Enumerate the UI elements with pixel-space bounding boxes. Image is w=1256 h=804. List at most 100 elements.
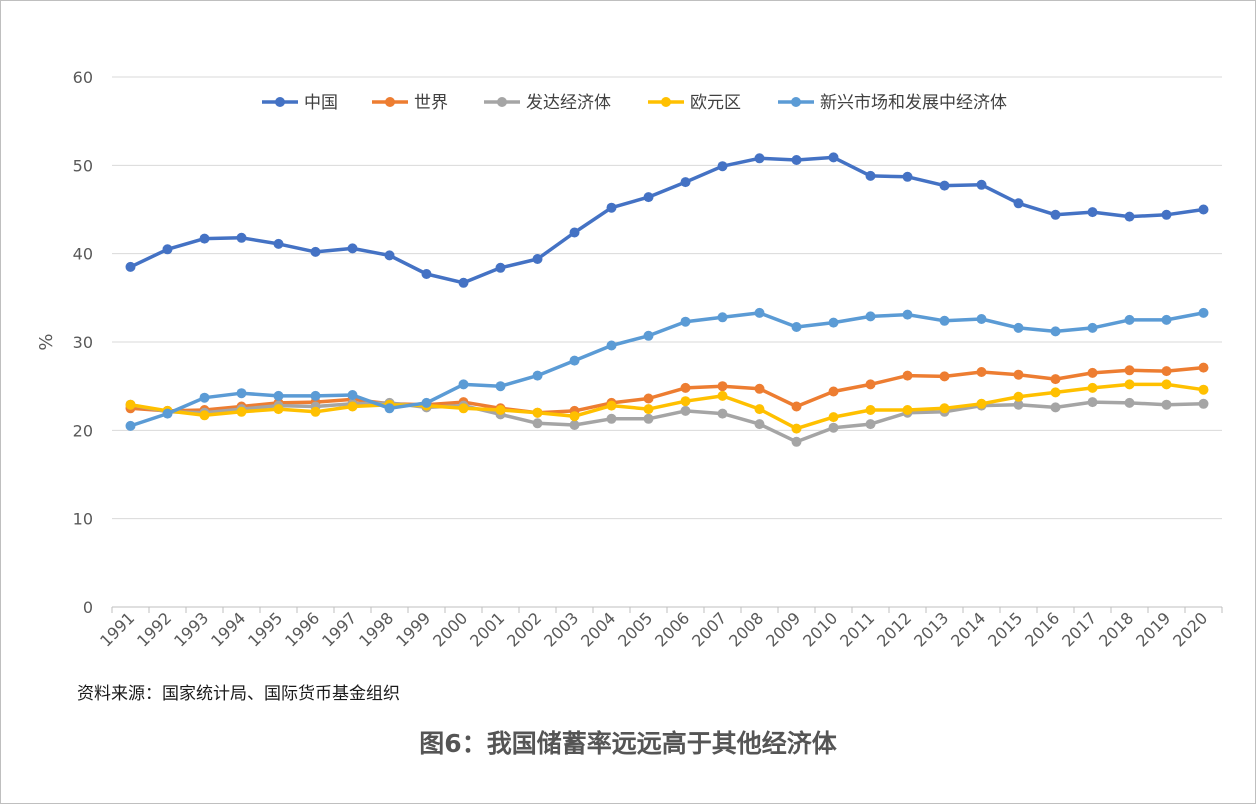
data-point [273,390,284,401]
data-point [939,371,950,382]
data-point [606,413,617,424]
y-tick-label: 30 [73,333,93,352]
legend-label: 中国 [304,93,338,113]
data-point [458,379,469,390]
data-point [421,269,432,279]
data-point [347,243,358,254]
data-point [1050,402,1061,413]
series-0 [125,152,1209,288]
data-point [532,418,543,429]
data-point [643,404,654,415]
data-point [791,423,802,434]
series-line [128,311,1206,428]
y-tick-label: 0 [83,598,93,617]
data-point [162,408,173,419]
data-point [717,312,728,323]
data-point [791,436,802,447]
data-point [754,383,765,394]
data-point [1124,314,1135,325]
y-tick-label: 40 [73,245,93,264]
data-point [236,388,247,399]
data-point [939,403,950,414]
data-point [162,244,173,255]
data-point [754,307,765,318]
x-tick-label: 2015 [984,608,1026,650]
data-point [1013,322,1024,333]
data-point [865,419,876,430]
x-tick-label: 2008 [725,608,767,650]
x-tick-label: 2004 [577,608,619,650]
data-point [495,405,506,415]
data-point [976,179,987,190]
data-point [754,404,765,415]
data-point [606,400,617,411]
data-point [791,155,802,165]
y-tick-label: 20 [73,421,93,440]
data-point [1050,374,1061,385]
x-tick-label: 1993 [170,608,212,650]
data-point [680,316,691,327]
data-point [1161,399,1172,410]
legend-label: 发达经济体 [526,93,611,113]
data-point [865,379,876,390]
data-point [717,161,728,172]
data-point [569,420,580,430]
data-point [199,410,210,421]
data-point [125,261,136,272]
data-point [125,420,136,431]
series-4 [125,307,1209,431]
data-point [680,382,691,393]
gridlines [112,76,1222,520]
legend-entry: 发达经济体 [484,93,611,113]
x-tick-label: 2019 [1132,608,1174,650]
legend-entry: 欧元区 [648,93,741,113]
data-point [680,405,691,416]
x-tick-label: 1994 [207,608,249,650]
data-point [1013,369,1024,380]
data-point [643,192,654,203]
data-point [643,330,654,341]
data-point [569,411,580,422]
data-point [458,403,469,414]
legend-label: 世界 [414,93,448,113]
x-tick-label: 2000 [429,608,471,650]
data-point [1124,211,1135,222]
x-tick-label: 2003 [540,608,582,650]
x-tick-label: 2016 [1021,608,1063,650]
x-tick-label: 2010 [799,608,841,650]
data-point [347,390,358,400]
source-note: 资料来源：国家统计局、国际货币基金组织 [77,684,400,704]
legend-entry: 新兴市场和发展中经济体 [778,93,1007,113]
axes: 0102030405060199119921993199419951996199… [73,68,1223,651]
data-point [680,396,691,407]
data-point [125,399,136,410]
series-line [128,155,1206,285]
data-point [1198,362,1209,373]
data-point [717,408,728,419]
data-point [1050,326,1061,337]
data-point [939,315,950,326]
series-line [128,365,1206,415]
data-point [606,202,617,213]
data-point [865,170,876,181]
x-tick-label: 1999 [392,608,434,650]
data-point [828,422,839,433]
data-point [1198,307,1209,318]
legend-label: 欧元区 [690,93,741,113]
data-point [828,152,839,163]
legend-entry: 中国 [262,93,338,113]
data-point [643,413,654,424]
data-point [976,367,987,377]
legend: 中国 世界 发达经济体 欧元区 新兴市场和发展中经济体 [262,93,1007,113]
data-point [1124,397,1135,408]
data-point [828,412,839,423]
y-tick-label: 60 [73,68,93,87]
data-point [532,370,543,381]
data-point [976,398,987,409]
x-tick-label: 2002 [503,608,545,650]
data-point [902,309,913,320]
x-tick-label: 2007 [688,608,730,650]
x-tick-label: 2014 [947,608,989,650]
x-tick-label: 2020 [1169,608,1211,650]
data-point [1013,391,1024,402]
